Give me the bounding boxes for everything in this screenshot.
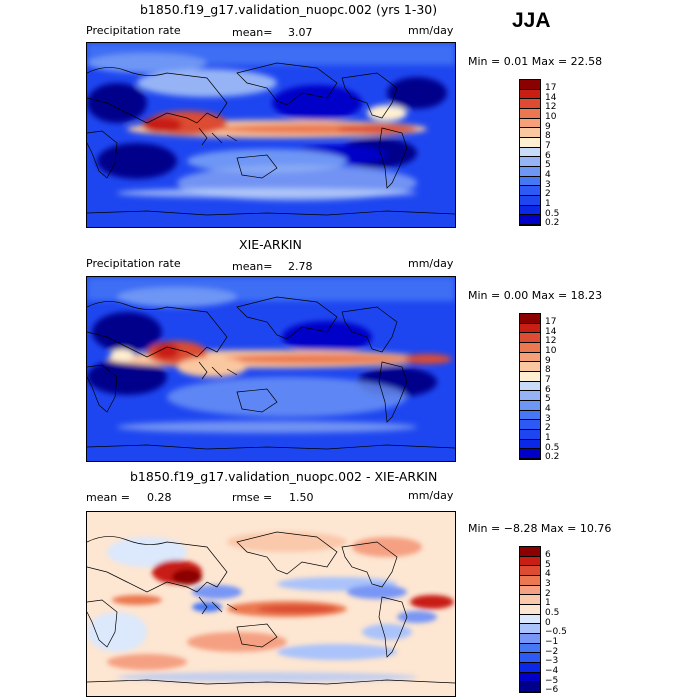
panel3-cb-label: −0.5 xyxy=(545,627,567,638)
panel1-map-svg xyxy=(87,43,455,227)
panel3-cb-label: −3 xyxy=(545,656,559,667)
panel2-cb-label: 12 xyxy=(545,336,557,347)
panel2-cb-label: 9 xyxy=(545,355,551,366)
panel3-map xyxy=(86,511,456,697)
panel3-cb-label: 0 xyxy=(545,617,551,628)
panel1-cb-label: 9 xyxy=(545,121,551,132)
panel3-cb-label: 2 xyxy=(545,588,551,599)
panel2-cb-label: 17 xyxy=(545,317,557,327)
panel2-colorbar-labels: 17 14 12 10 9 8 7 6 5 4 3 2 1 0.5 0.2 xyxy=(545,317,585,467)
panel2-cb-label: 2 xyxy=(545,423,551,434)
panel1-minmax: Min = 0.01 Max = 22.58 xyxy=(468,55,603,68)
panel2-cb-label: 5 xyxy=(545,394,551,405)
panel1-title: b1850.f19_g17.validation_nuopc.002 (yrs … xyxy=(140,2,438,17)
panel2-cb-label: 3 xyxy=(545,413,551,424)
season-label: JJA xyxy=(512,9,551,32)
panel3-cb-label: 1 xyxy=(545,598,551,609)
panel3-cb-label: −2 xyxy=(545,646,559,657)
panel1-variable-label: Precipitation rate xyxy=(86,24,181,37)
panel1-map xyxy=(86,42,456,228)
panel1-cb-label: 12 xyxy=(545,102,557,113)
panel1-cb-label: 0.5 xyxy=(545,208,560,219)
panel1-colorbar-labels: 17 14 12 10 9 8 7 6 5 4 3 2 1 0.5 0.2 xyxy=(545,83,585,233)
panel3-cb-label: −1 xyxy=(545,637,559,647)
panel3-mean-label: mean = xyxy=(86,491,130,504)
panel2-minmax: Min = 0.00 Max = 18.23 xyxy=(468,289,603,302)
panel2-variable-label: Precipitation rate xyxy=(86,257,181,270)
panel2-cb-label: 1 xyxy=(545,433,551,443)
panel3-colorbar xyxy=(519,546,541,693)
panel3-cb-label: 4 xyxy=(545,569,551,580)
panel1-mean-value: 3.07 xyxy=(288,26,313,39)
panel1-cb-label: 10 xyxy=(545,112,557,122)
panel3-cb-label: 5 xyxy=(545,559,551,570)
panel2-cb-label: 8 xyxy=(545,365,551,376)
panel3-units: mm/day xyxy=(408,489,454,502)
panel2-map xyxy=(86,276,456,462)
panel1-units: mm/day xyxy=(408,24,454,37)
panel2-mean-value: 2.78 xyxy=(288,260,313,273)
panel2-cb-label: 0.2 xyxy=(545,452,560,463)
panel1-cb-label: 1 xyxy=(545,199,551,209)
panel2-cb-label: 0.5 xyxy=(545,442,560,453)
panel3-minmax: Min = −8.28 Max = 10.76 xyxy=(468,522,612,535)
panel2-cb-label: 6 xyxy=(545,384,551,395)
panel2-cb-label: 10 xyxy=(545,346,557,356)
panel1-cb-label: 4 xyxy=(545,170,551,180)
panel3-mean-value: 0.28 xyxy=(147,491,172,504)
panel1-cb-label: 0.2 xyxy=(545,218,560,229)
panel3-map-svg xyxy=(87,512,455,696)
panel2-cb-label: 14 xyxy=(545,326,557,337)
panel2-cb-label: 4 xyxy=(545,404,551,414)
panel1-colorbar xyxy=(519,79,541,226)
panel3-cb-label: −4 xyxy=(545,666,559,676)
panel1-cb-label: 7 xyxy=(545,141,551,151)
panel3-colorbar-labels: 6 5 4 3 2 1 0.5 0 −0.5 −1 −2 −3 −4 −5 −6 xyxy=(545,550,585,700)
panel2-cb-label: 7 xyxy=(545,375,551,385)
panel3-cb-label: −6 xyxy=(545,685,559,696)
panel3-rmse-label: rmse = xyxy=(232,491,273,504)
panel2-map-svg xyxy=(87,277,455,461)
panel1-mean-label: mean= xyxy=(232,26,273,39)
panel2-mean-label: mean= xyxy=(232,260,273,273)
panel2-units: mm/day xyxy=(408,257,454,270)
panel3-title: b1850.f19_g17.validation_nuopc.002 - XIE… xyxy=(130,469,438,484)
panel3-cb-label: 3 xyxy=(545,579,551,589)
panel1-cb-label: 2 xyxy=(545,189,551,200)
panel3-cb-label: 0.5 xyxy=(545,608,560,618)
panel1-cb-label: 5 xyxy=(545,160,551,171)
panel3-cb-label: −5 xyxy=(545,675,559,686)
panel3-cb-label: 6 xyxy=(545,550,551,560)
panel1-cb-label: 8 xyxy=(545,131,551,142)
panel1-cb-label: 14 xyxy=(545,92,557,103)
panel3-rmse-value: 1.50 xyxy=(289,491,314,504)
panel1-cb-label: 3 xyxy=(545,179,551,190)
panel1-cb-label: 17 xyxy=(545,83,557,93)
panel1-cb-label: 6 xyxy=(545,150,551,161)
panel2-colorbar xyxy=(519,313,541,460)
panel2-title: XIE-ARKIN xyxy=(239,237,302,252)
